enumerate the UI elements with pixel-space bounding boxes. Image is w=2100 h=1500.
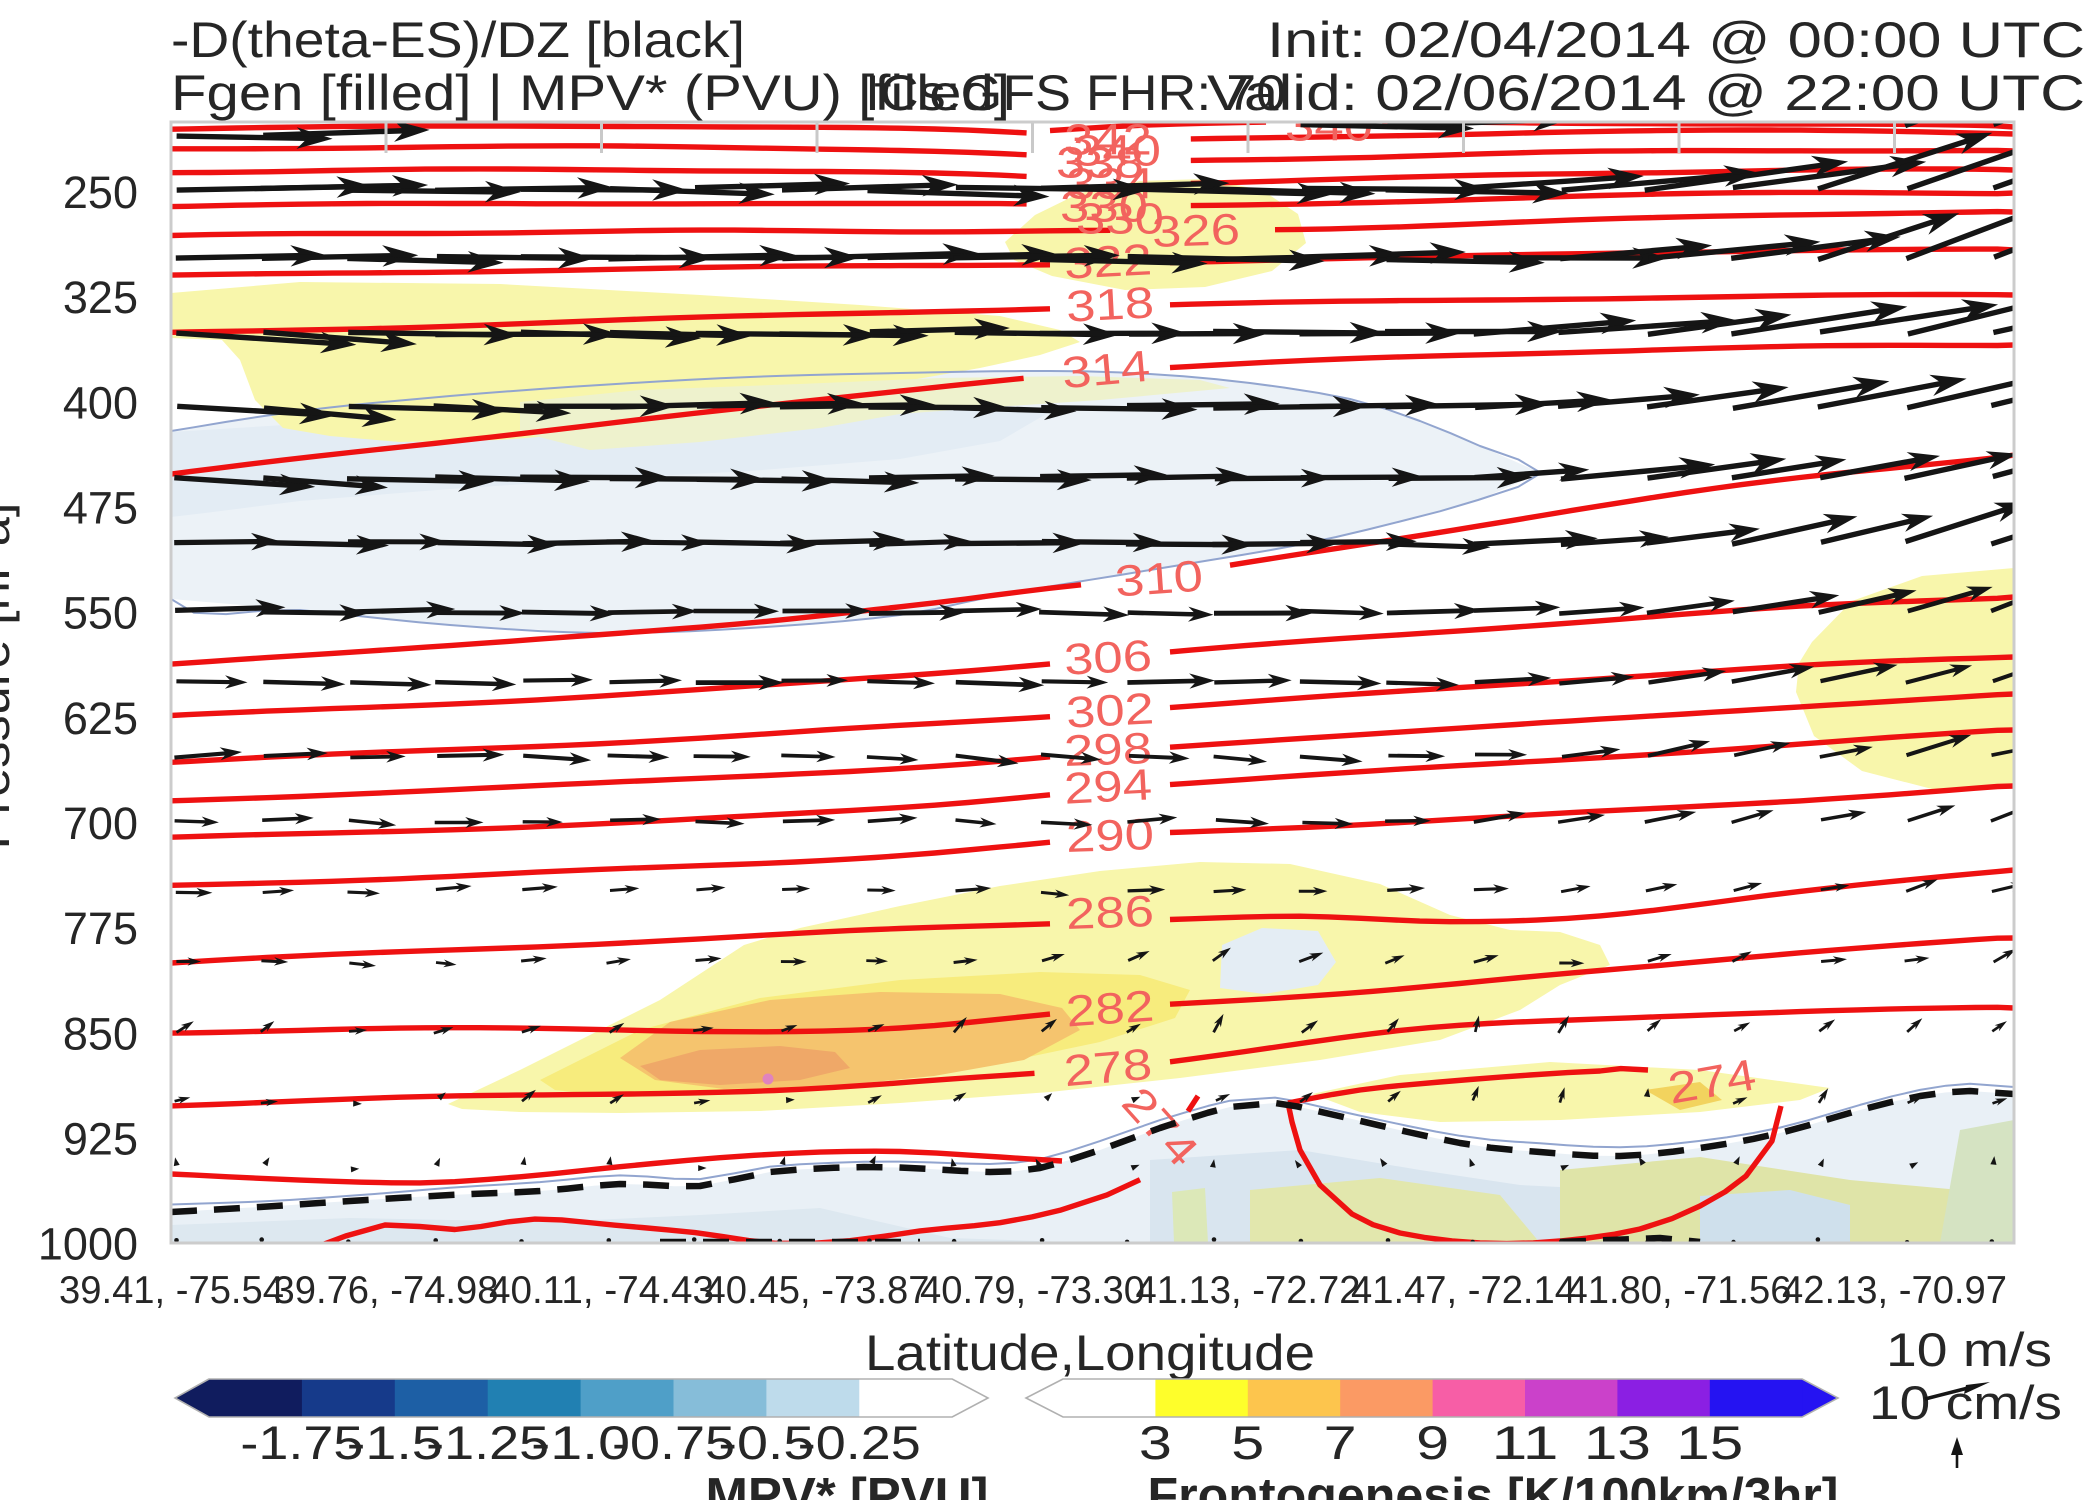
svg-text:40.11, -74.43: 40.11, -74.43 [489, 1269, 714, 1312]
svg-text:Valid: 02/06/2014 @ 22:00 UTC: Valid: 02/06/2014 @ 22:00 UTC [1207, 65, 2085, 121]
svg-text:ICs:GFS FHR: 70: ICs:GFS FHR: 70 [865, 65, 1286, 121]
svg-text:7: 7 [1324, 1416, 1357, 1469]
svg-text:326: 326 [1151, 205, 1241, 257]
svg-text:42.13, -70.97: 42.13, -70.97 [1782, 1269, 2007, 1312]
svg-text:314: 314 [1060, 342, 1152, 398]
svg-text:13: 13 [1584, 1416, 1651, 1469]
svg-text:-0.5: -0.5 [718, 1416, 814, 1469]
svg-text:325: 325 [63, 272, 138, 323]
svg-text:-1.0: -1.0 [531, 1416, 630, 1469]
svg-text:-0.75: -0.75 [612, 1416, 735, 1469]
svg-text:475: 475 [63, 483, 138, 534]
svg-text:1000: 1000 [38, 1219, 138, 1270]
svg-text:Pressure [hPa]: Pressure [hPa] [0, 503, 20, 850]
svg-text:330: 330 [1076, 195, 1164, 244]
svg-text:550: 550 [63, 588, 138, 639]
svg-text:306: 306 [1063, 631, 1153, 685]
svg-text:10 m/s: 10 m/s [1886, 1323, 2052, 1376]
svg-text:3: 3 [1139, 1416, 1172, 1469]
svg-text:298: 298 [1063, 724, 1153, 776]
svg-text:775: 775 [63, 903, 138, 954]
svg-text:11: 11 [1492, 1416, 1559, 1469]
svg-text:-1.75: -1.75 [240, 1416, 363, 1469]
svg-text:342: 342 [1064, 116, 1152, 165]
svg-text:290: 290 [1065, 810, 1155, 862]
svg-text:338: 338 [1056, 139, 1144, 188]
svg-text:41.80, -71.56: 41.80, -71.56 [1567, 1269, 1792, 1312]
svg-text:5: 5 [1231, 1416, 1264, 1469]
svg-text:Fgen [filled] | MPV* (PVU) [fi: Fgen [filled] | MPV* (PVU) [filled] [171, 65, 1010, 121]
svg-text:850: 850 [63, 1008, 138, 1059]
svg-text:Init: 02/04/2014 @ 00:00 UTC: Init: 02/04/2014 @ 00:00 UTC [1267, 12, 2085, 68]
svg-text:-1.5: -1.5 [347, 1416, 443, 1469]
svg-text:39.76, -74.98: 39.76, -74.98 [274, 1269, 499, 1312]
svg-text:340: 340 [1073, 127, 1161, 176]
svg-text:318: 318 [1065, 278, 1155, 332]
svg-text:282: 282 [1064, 981, 1155, 1036]
svg-text:294: 294 [1063, 760, 1153, 814]
svg-text:278: 278 [1062, 1040, 1154, 1096]
svg-text:MPV* [PVU]: MPV* [PVU] [706, 1469, 989, 1500]
svg-text:286: 286 [1065, 887, 1155, 939]
svg-text:41.13, -72.72: 41.13, -72.72 [1136, 1269, 1361, 1312]
svg-text:15: 15 [1676, 1416, 1743, 1469]
svg-text:Frontogenesis [K/100km/3hr]: Frontogenesis [K/100km/3hr] [1148, 1469, 1839, 1500]
svg-text:-0.25: -0.25 [798, 1416, 921, 1469]
svg-text:10 cm/s: 10 cm/s [1869, 1376, 2062, 1429]
svg-text:625: 625 [63, 693, 138, 744]
svg-text:-D(theta-ES)/DZ [black]: -D(theta-ES)/DZ [black] [171, 12, 745, 68]
svg-text:41.47, -72.14: 41.47, -72.14 [1351, 1269, 1576, 1312]
svg-text:40.79, -73.30: 40.79, -73.30 [920, 1269, 1145, 1312]
svg-text:400: 400 [63, 377, 138, 428]
svg-text:Latitude,Longitude: Latitude,Longitude [865, 1325, 1315, 1381]
svg-text:-1.25: -1.25 [426, 1416, 549, 1469]
svg-text:39.41, -75.54: 39.41, -75.54 [59, 1269, 284, 1312]
svg-text:925: 925 [63, 1113, 138, 1164]
svg-text:700: 700 [63, 798, 138, 849]
svg-text:310: 310 [1113, 551, 1204, 606]
svg-text:9: 9 [1416, 1416, 1449, 1469]
svg-text:302: 302 [1065, 684, 1155, 738]
svg-text:250: 250 [63, 167, 138, 218]
svg-text:40.45, -73.87: 40.45, -73.87 [705, 1269, 930, 1312]
